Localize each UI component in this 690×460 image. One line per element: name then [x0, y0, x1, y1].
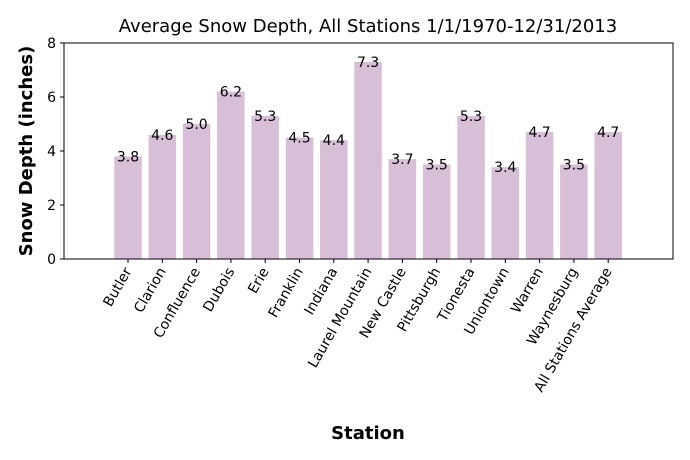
x-axis-title: Station [331, 423, 405, 444]
bar [354, 61, 382, 260]
x-tick-label: Dubois [200, 265, 238, 315]
bar [388, 159, 417, 259]
bar [422, 164, 451, 259]
bar [457, 115, 485, 260]
y-tick-label: 6 [47, 90, 56, 106]
bar [251, 115, 279, 260]
bar [525, 132, 554, 259]
y-tick-label: 0 [47, 252, 56, 268]
data-label: 3.7 [391, 152, 413, 168]
bar [320, 140, 348, 259]
bar [182, 124, 211, 259]
data-label: 4.7 [528, 125, 550, 141]
bar [560, 164, 588, 259]
bars-group [114, 61, 622, 260]
bar [285, 137, 314, 259]
chart-title: Average Snow Depth, All Stations 1/1/197… [119, 16, 617, 37]
bar [491, 167, 519, 259]
y-axis: 0 2 4 6 8 [47, 36, 64, 268]
bar [148, 134, 177, 259]
data-label: 7.3 [357, 55, 379, 71]
data-label: 4.4 [323, 133, 345, 149]
y-axis-title: Snow Depth (inches) [16, 46, 37, 257]
bar [217, 91, 245, 259]
data-label: 5.0 [185, 117, 207, 133]
data-label: 4.6 [151, 128, 173, 144]
data-label: 3.4 [494, 160, 516, 176]
data-label: 5.3 [460, 109, 482, 125]
data-label: 3.5 [563, 158, 585, 174]
data-labels-group: 3.8 4.6 5.0 6.2 5.3 4.5 4.4 7.3 3.7 3.5 5.3 3.4 4.7 3… [117, 55, 619, 176]
data-label: 6.2 [220, 85, 242, 101]
data-label: 4.5 [288, 131, 310, 147]
data-label: 3.5 [426, 158, 448, 174]
y-tick-label: 2 [47, 198, 56, 214]
y-tick-label: 4 [47, 144, 56, 160]
y-tick-label: 8 [47, 36, 56, 52]
bar [114, 156, 142, 259]
data-label: 3.8 [117, 149, 139, 165]
bar [594, 132, 622, 259]
x-tick-label: Erie [245, 265, 272, 296]
data-label: 5.3 [254, 109, 276, 125]
x-tick-label: Butler [100, 265, 135, 310]
data-label: 4.7 [597, 125, 619, 141]
x-tick-label: Clarion [131, 265, 170, 316]
